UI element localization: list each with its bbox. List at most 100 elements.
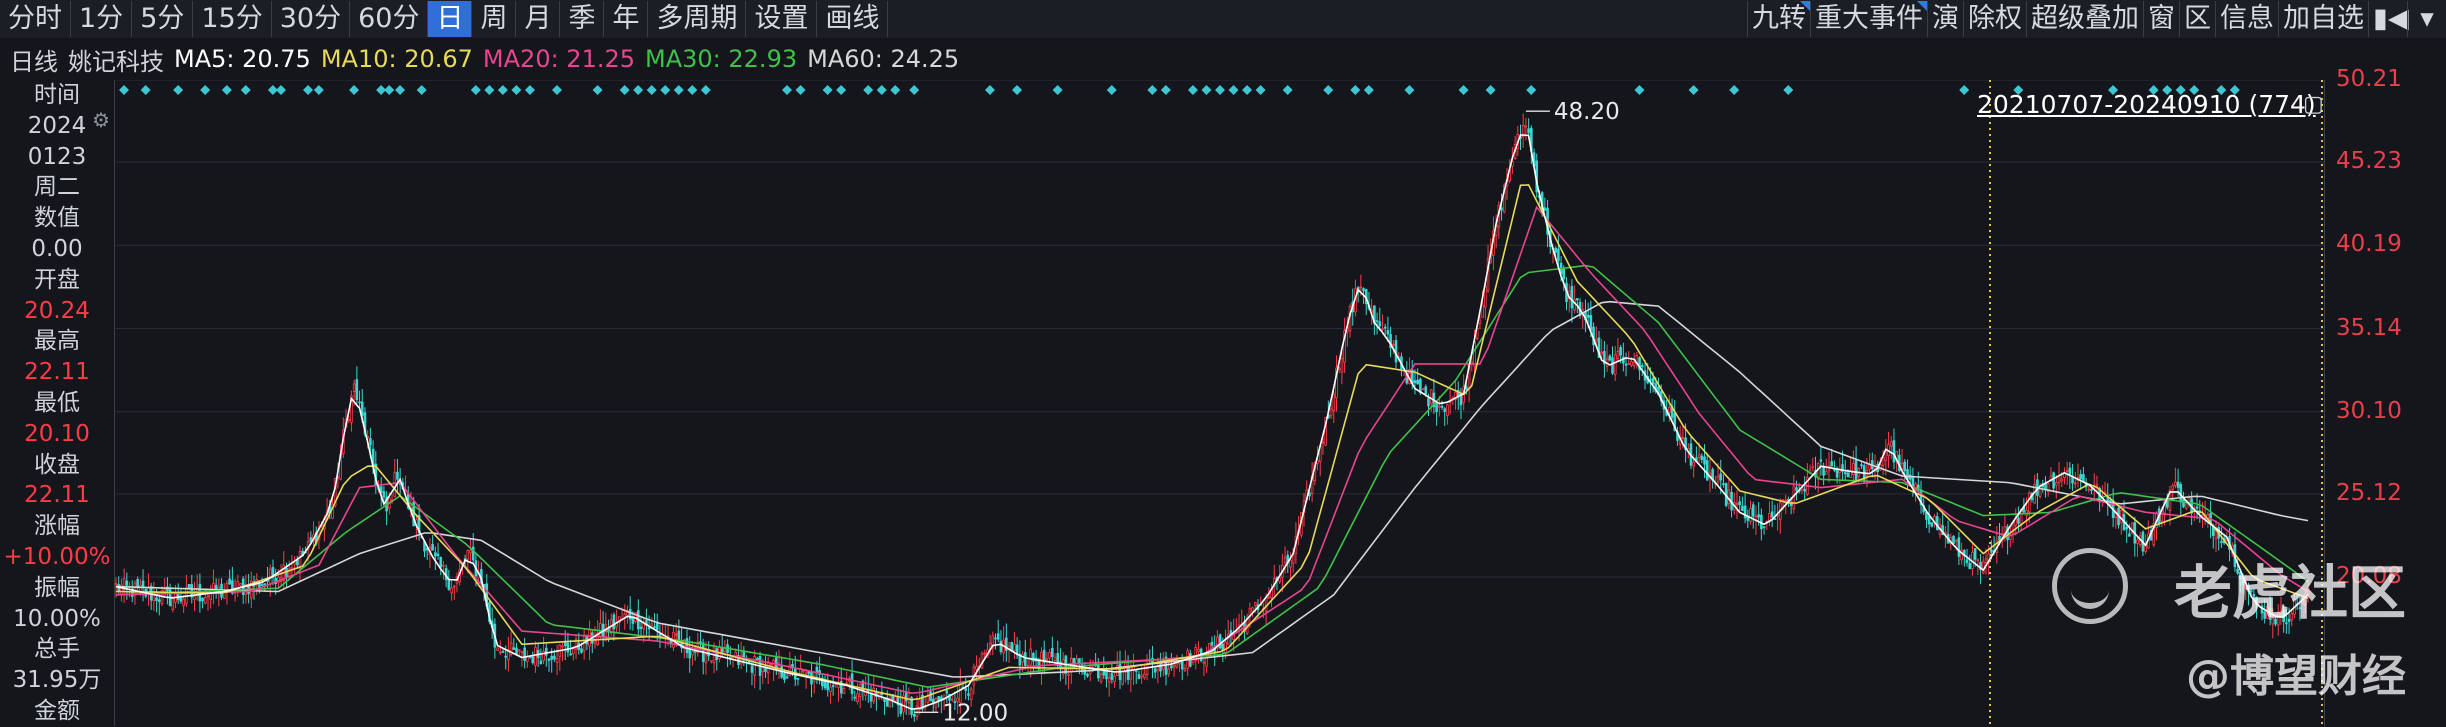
tool-2[interactable]: 演	[1927, 1, 1963, 37]
signal-marker[interactable]	[484, 85, 495, 95]
signal-marker[interactable]	[1350, 85, 1361, 95]
signal-marker[interactable]	[2216, 85, 2227, 95]
signal-marker[interactable]	[1106, 85, 1117, 95]
signal-marker[interactable]	[511, 85, 522, 95]
settings-icon[interactable]: ⚙	[92, 108, 110, 132]
signal-marker[interactable]	[240, 85, 251, 95]
tab-1[interactable]: 1分	[71, 1, 133, 37]
signal-marker[interactable]	[673, 85, 684, 95]
signal-marker[interactable]	[1282, 85, 1293, 95]
signal-marker[interactable]	[1215, 85, 1225, 95]
signal-marker[interactable]	[221, 85, 232, 95]
signal-marker[interactable]	[1228, 85, 1239, 95]
signal-marker[interactable]	[1485, 85, 1496, 95]
signal-marker[interactable]	[660, 85, 671, 95]
signal-marker[interactable]	[349, 85, 360, 95]
signal-marker[interactable]	[822, 85, 833, 95]
tab-5[interactable]: 60分	[350, 1, 429, 37]
candle	[1876, 460, 1880, 483]
signal-marker[interactable]	[303, 85, 314, 95]
signal-marker[interactable]	[1688, 85, 1699, 95]
signal-marker[interactable]	[1012, 85, 1023, 95]
signal-marker[interactable]	[2148, 85, 2159, 95]
signal-marker[interactable]	[1404, 85, 1415, 95]
kline-chart[interactable]: 48.20 12.00	[114, 80, 2325, 726]
signal-marker[interactable]	[2189, 85, 2200, 95]
signal-marker[interactable]	[619, 85, 630, 95]
signal-marker[interactable]	[876, 85, 887, 95]
signal-marker[interactable]	[313, 85, 324, 95]
tab-10[interactable]: 年	[604, 1, 649, 37]
dropdown-icon[interactable]: ▾	[2407, 1, 2446, 37]
signal-marker[interactable]	[1052, 85, 1063, 95]
signal-marker[interactable]	[2162, 85, 2173, 95]
signal-marker[interactable]	[1255, 85, 1266, 95]
signal-marker[interactable]	[395, 85, 406, 95]
signal-marker[interactable]	[173, 85, 184, 95]
tool-4[interactable]: 超级叠加	[2026, 1, 2143, 37]
signal-marker[interactable]	[890, 85, 901, 95]
signal-marker[interactable]	[1201, 85, 1212, 95]
signal-marker[interactable]	[2229, 85, 2240, 95]
signal-marker[interactable]	[687, 85, 698, 95]
tab-11[interactable]: 多周期	[648, 1, 747, 37]
signal-marker[interactable]	[416, 85, 427, 95]
signal-marker[interactable]	[1959, 85, 1970, 95]
signal-marker[interactable]	[836, 85, 847, 95]
tab-3[interactable]: 15分	[193, 1, 272, 37]
signal-marker[interactable]	[376, 85, 387, 95]
signal-marker[interactable]	[633, 85, 644, 95]
signal-marker[interactable]	[909, 85, 920, 95]
signal-marker[interactable]	[200, 85, 211, 95]
signal-marker[interactable]	[1323, 85, 1334, 95]
signal-marker[interactable]	[863, 85, 874, 95]
tab-13[interactable]: 画线	[817, 1, 889, 37]
tool-6[interactable]: 区	[2179, 1, 2215, 37]
signal-marker[interactable]	[1526, 85, 1537, 95]
tool-5[interactable]: 窗	[2143, 1, 2179, 37]
signal-marker[interactable]	[384, 85, 395, 95]
tab-12[interactable]: 设置	[746, 1, 818, 37]
signal-marker[interactable]	[1160, 85, 1171, 95]
signal-marker[interactable]	[1458, 85, 1469, 95]
tool-8[interactable]: 加自选	[2278, 1, 2368, 37]
signal-marker[interactable]	[1783, 85, 1794, 95]
signal-marker[interactable]	[470, 85, 481, 95]
signal-marker[interactable]	[1729, 85, 1740, 95]
lock-icon[interactable]: ▢	[2303, 92, 2324, 117]
tool-3[interactable]: 除权	[1963, 1, 2026, 37]
signal-marker[interactable]	[782, 85, 793, 95]
tool-1[interactable]: 重大事件	[1810, 1, 1927, 37]
signal-marker[interactable]	[2108, 85, 2119, 95]
signal-marker[interactable]	[524, 85, 535, 95]
signal-marker[interactable]	[592, 85, 603, 95]
signal-marker[interactable]	[119, 85, 129, 95]
tab-8[interactable]: 月	[516, 1, 561, 37]
tab-6[interactable]: 日	[428, 1, 473, 37]
signal-marker[interactable]	[551, 85, 562, 95]
signal-marker[interactable]	[497, 85, 508, 95]
back-icon[interactable]: ▮◀	[2368, 1, 2409, 37]
signal-marker[interactable]	[2175, 85, 2186, 95]
tab-4[interactable]: 30分	[272, 1, 351, 37]
signal-marker[interactable]	[275, 85, 286, 95]
signal-marker[interactable]	[2013, 85, 2024, 95]
signal-marker[interactable]	[267, 85, 278, 95]
signal-marker[interactable]	[1242, 85, 1253, 95]
signal-marker[interactable]	[1634, 85, 1645, 95]
signal-marker[interactable]	[984, 85, 995, 95]
signal-marker[interactable]	[1363, 85, 1374, 95]
range-label[interactable]: 20210707-20240910 (774)	[1977, 90, 2316, 119]
tab-0[interactable]: 分时	[0, 1, 71, 37]
tab-7[interactable]: 周	[472, 1, 517, 37]
signal-marker[interactable]	[1187, 85, 1198, 95]
tool-0[interactable]: 九转	[1747, 1, 1810, 37]
signal-marker[interactable]	[1147, 85, 1158, 95]
tab-9[interactable]: 季	[560, 1, 605, 37]
signal-marker[interactable]	[700, 85, 711, 95]
signal-marker[interactable]	[140, 85, 151, 95]
tab-2[interactable]: 5分	[132, 1, 194, 37]
signal-marker[interactable]	[795, 85, 806, 95]
tool-7[interactable]: 信息	[2215, 1, 2278, 37]
signal-marker[interactable]	[646, 85, 657, 95]
